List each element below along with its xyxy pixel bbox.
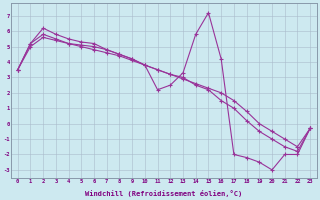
X-axis label: Windchill (Refroidissement éolien,°C): Windchill (Refroidissement éolien,°C): [85, 190, 243, 197]
